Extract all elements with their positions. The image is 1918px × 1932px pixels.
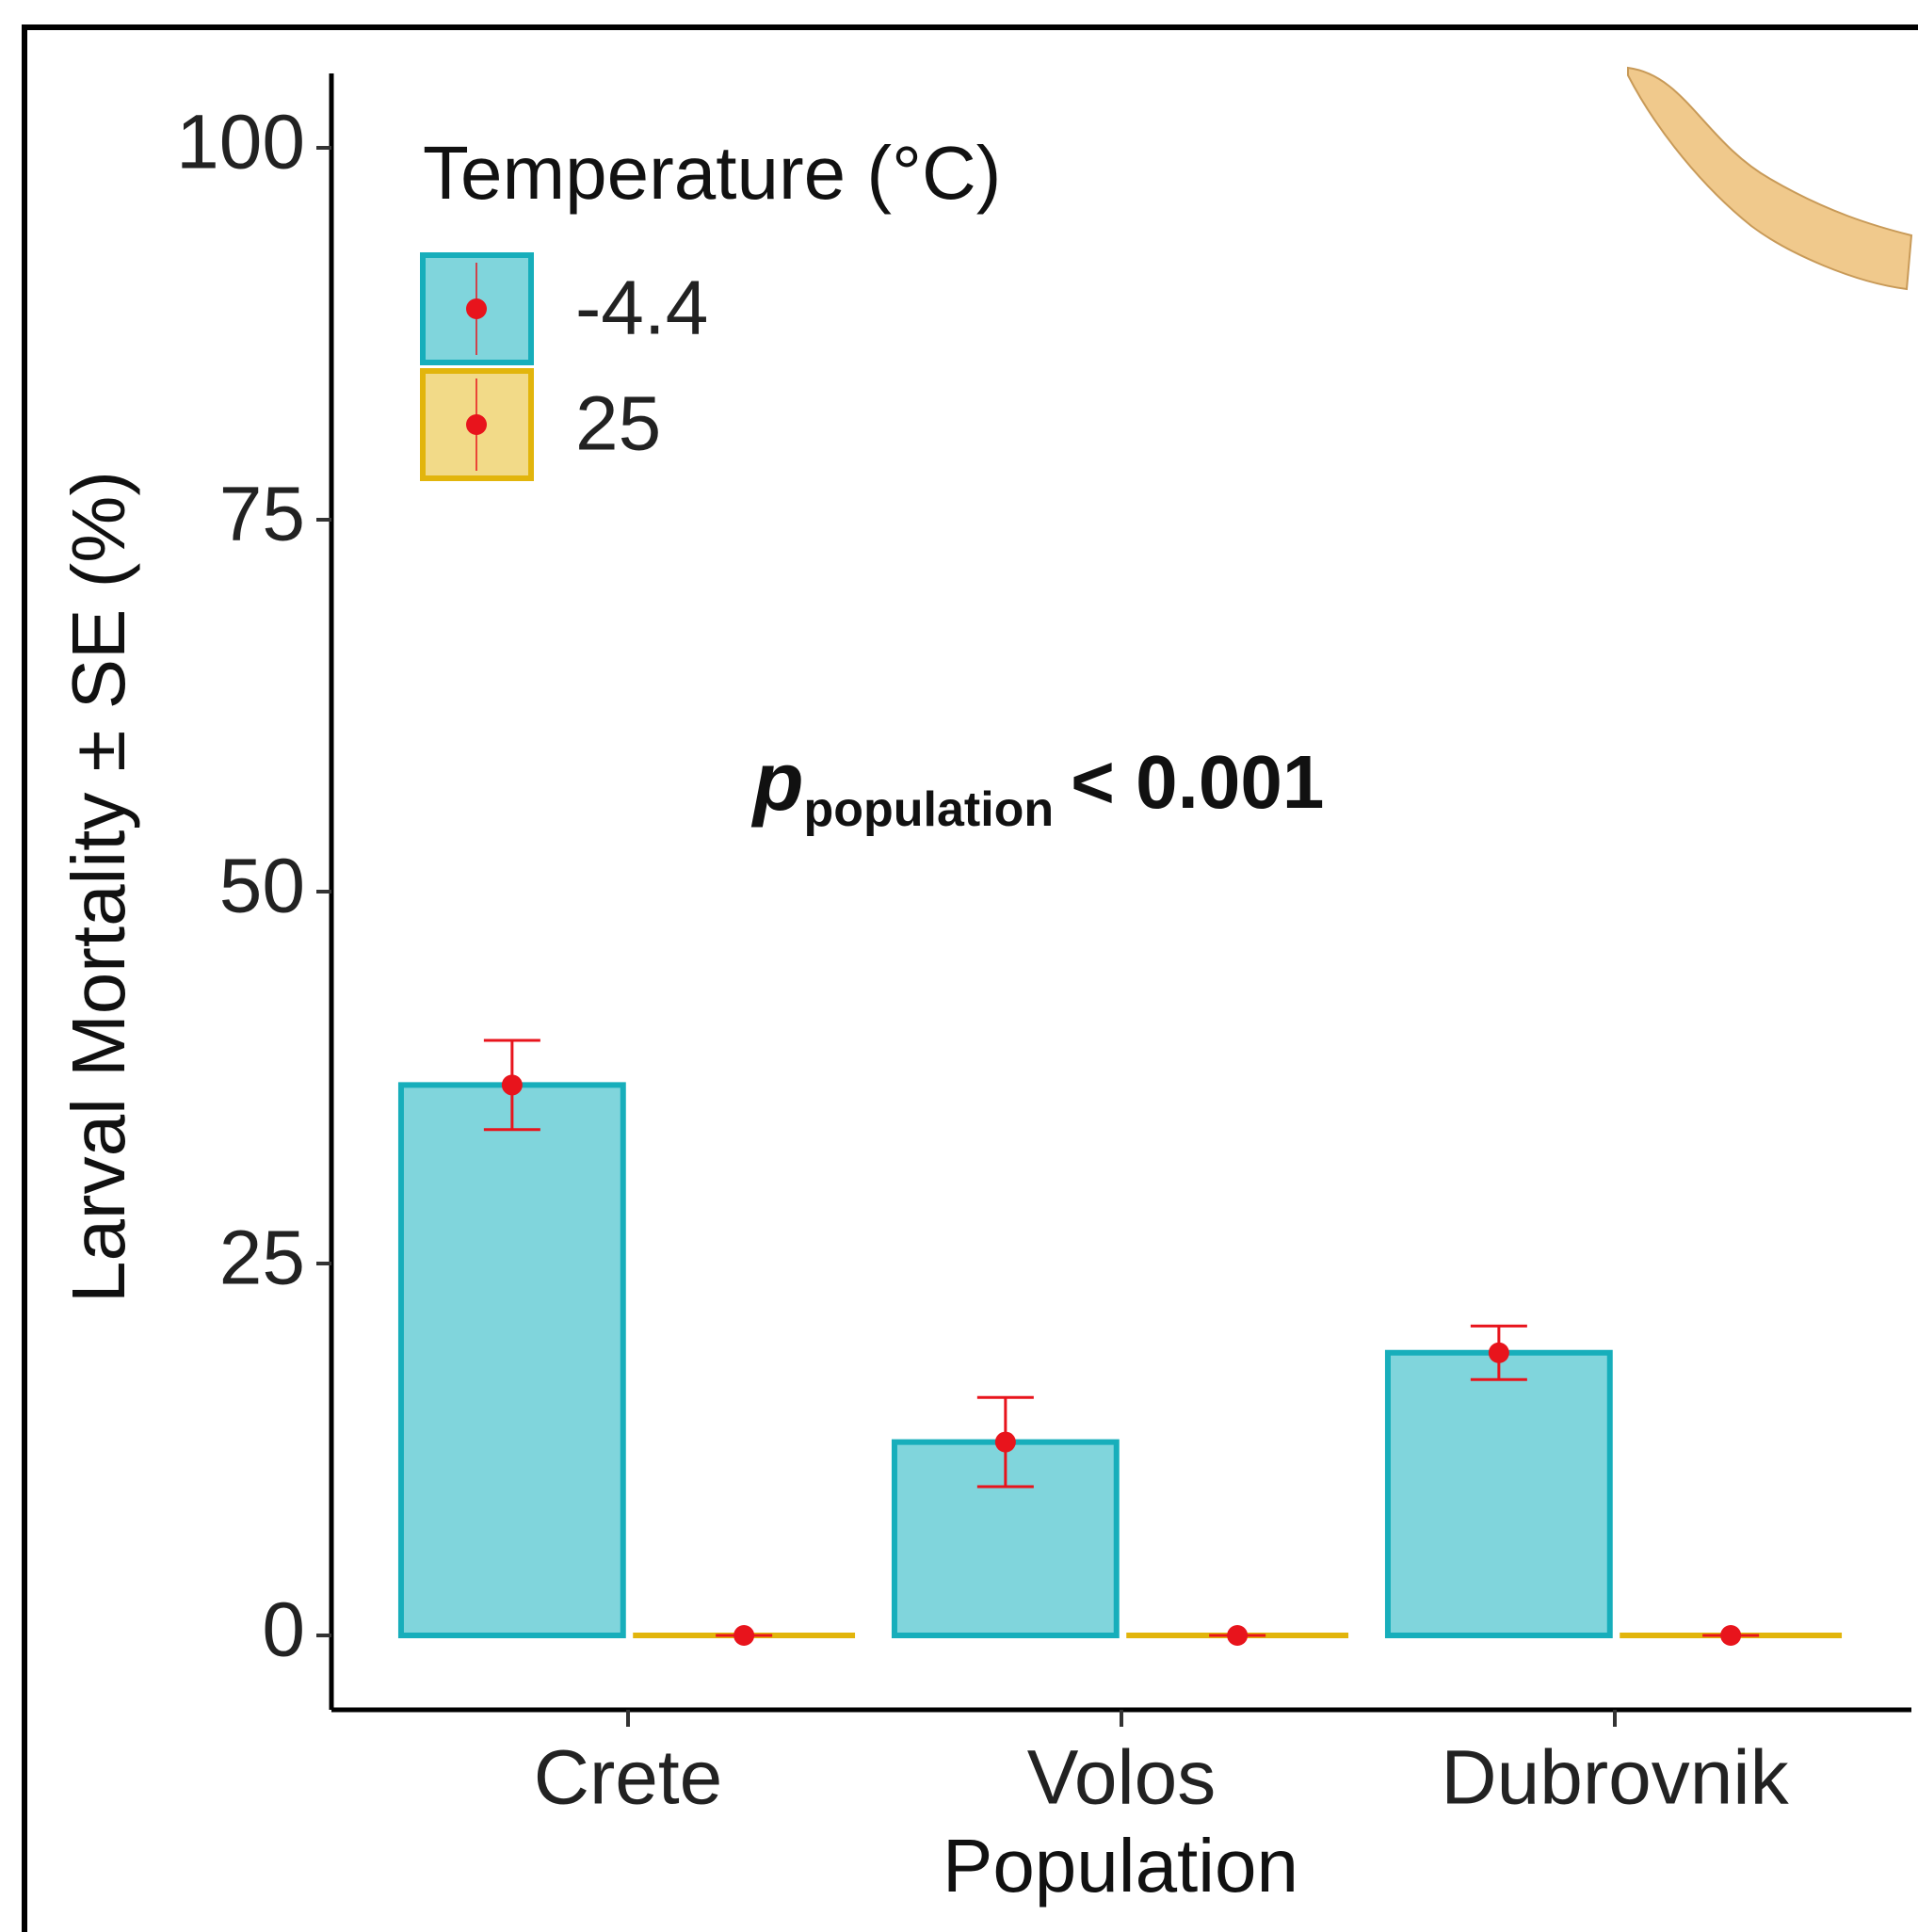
x-tick-label: Crete xyxy=(534,1735,723,1821)
mean-point xyxy=(733,1625,754,1646)
mean-point xyxy=(1720,1625,1741,1646)
annotation: ppopulation < 0.001 xyxy=(751,734,1325,836)
annotation-symbol: p xyxy=(751,734,804,828)
legend-label: 25 xyxy=(575,381,661,467)
chart: Larval Mortality ± SE (%) Population Tem… xyxy=(0,0,1918,1932)
y-tick-label: 0 xyxy=(262,1587,305,1673)
mean-point xyxy=(1489,1343,1509,1363)
mean-point xyxy=(1227,1625,1248,1646)
y-tick-label: 100 xyxy=(176,100,305,185)
legend-key-point xyxy=(466,298,487,319)
y-tick-label: 25 xyxy=(219,1216,305,1301)
y-axis-title: Larval Mortality ± SE (%) xyxy=(56,471,140,1303)
larva-image xyxy=(1628,68,1911,289)
annotation-subscript: population xyxy=(803,782,1054,837)
y-tick-label: 50 xyxy=(219,844,305,929)
frame xyxy=(24,27,1918,1932)
legend-label: -4.4 xyxy=(575,266,708,351)
legend-title: Temperature (°C) xyxy=(423,131,1001,215)
mean-point xyxy=(995,1432,1016,1453)
bar xyxy=(401,1085,623,1635)
x-axis-title: Population xyxy=(943,1824,1298,1908)
bar xyxy=(1388,1353,1610,1635)
x-tick-label: Volos xyxy=(1027,1735,1217,1821)
mean-point xyxy=(502,1074,523,1095)
annotation-text: < 0.001 xyxy=(1071,740,1324,824)
y-tick-label: 75 xyxy=(219,472,305,557)
legend-key-point xyxy=(466,414,487,435)
x-tick-label: Dubrovnik xyxy=(1441,1735,1789,1821)
